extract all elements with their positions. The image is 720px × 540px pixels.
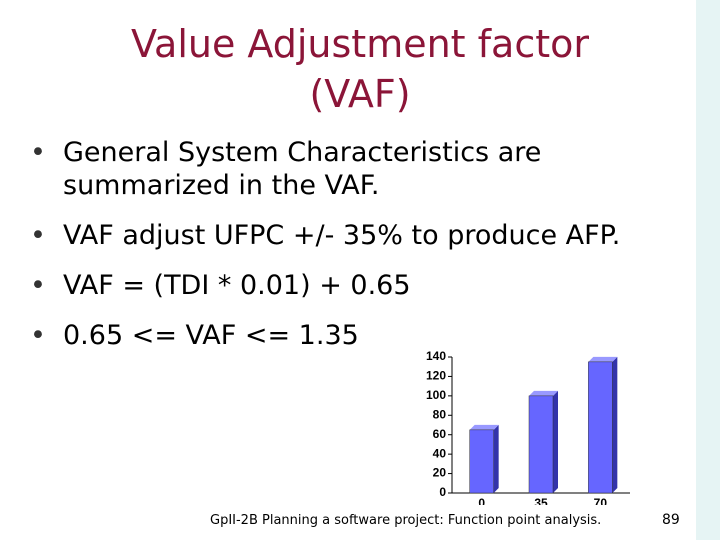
- chart: 0 20 40 60 80 100 120 140 0 35 70: [426, 349, 630, 505]
- x-tick-label: 70: [594, 496, 608, 505]
- y-tick-label: 80: [433, 407, 447, 421]
- bar-top: [469, 424, 499, 430]
- bar-side: [493, 424, 499, 493]
- bullet-list: General System Characteristics are summa…: [30, 136, 630, 369]
- bullet: VAF = (TDI * 0.01) + 0.65: [30, 269, 630, 302]
- footer: GpII-2B Planning a software project: Fun…: [210, 513, 602, 528]
- x-tick-label: 35: [534, 496, 548, 505]
- bar-top: [588, 356, 618, 362]
- bar-side: [553, 390, 558, 493]
- bullet: General System Characteristics are summa…: [30, 136, 630, 202]
- y-tick-label: 60: [433, 427, 447, 441]
- y-tick-label: 120: [426, 369, 446, 383]
- bar: [528, 395, 554, 494]
- bar-side: [612, 356, 618, 493]
- bar-top: [529, 390, 558, 396]
- bullet: 0.65 <= VAF <= 1.35: [30, 319, 630, 352]
- x-tick-label: 0: [478, 496, 485, 505]
- title-line: (VAF): [309, 72, 411, 116]
- y-tick-label: 20: [433, 466, 447, 480]
- title-line: Value Adjustment factor: [130, 22, 589, 66]
- y-tick-label: 140: [426, 349, 446, 363]
- bar: [469, 429, 494, 494]
- y-tick-label: 100: [426, 388, 446, 402]
- bar: [588, 361, 613, 494]
- y-tick-label: 0: [439, 485, 446, 499]
- y-tick-label: 40: [433, 446, 447, 460]
- page-number: 89: [662, 512, 680, 528]
- slide-edge: [696, 0, 720, 540]
- bullet: VAF adjust UFPC +/- 35% to produce AFP.: [30, 219, 630, 252]
